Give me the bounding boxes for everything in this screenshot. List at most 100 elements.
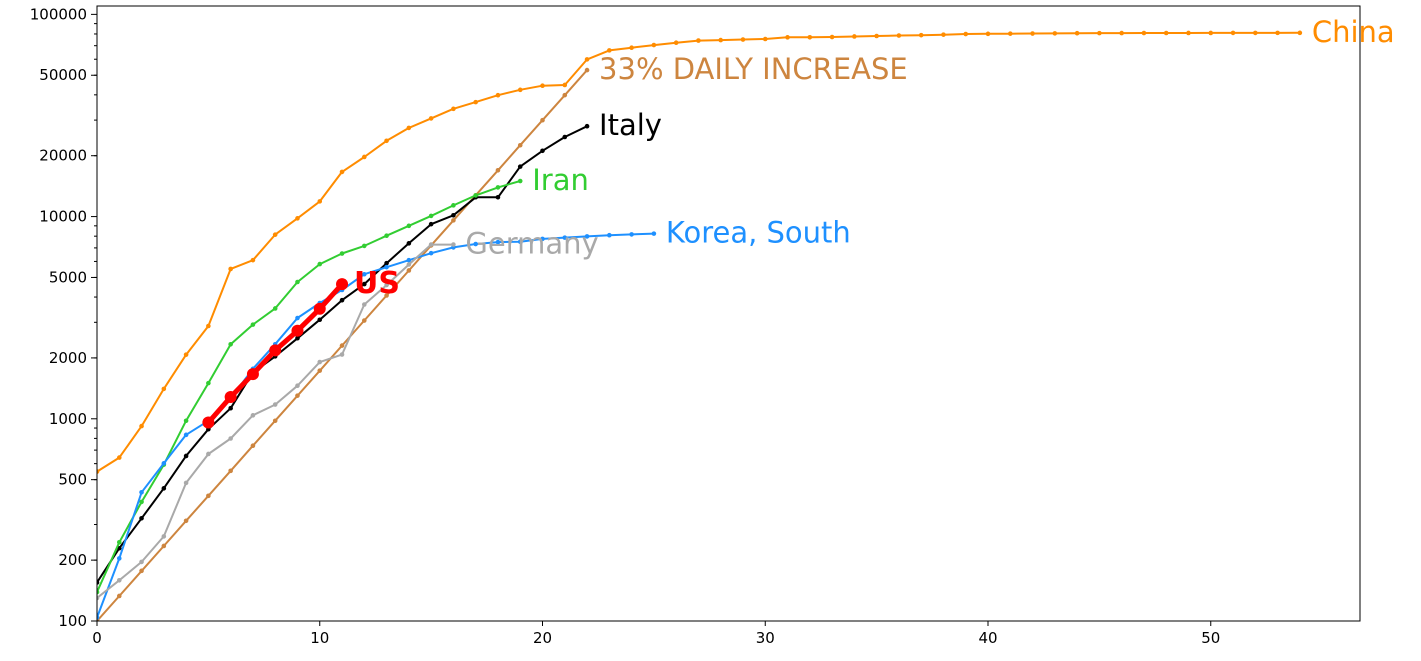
data-point — [718, 37, 724, 43]
data-point — [406, 257, 412, 263]
data-point — [272, 232, 278, 237]
y-tick-label: 500 — [58, 471, 87, 489]
data-point — [584, 67, 590, 73]
data-point — [629, 45, 634, 51]
x-tick-label: 40 — [978, 629, 997, 647]
data-point — [317, 261, 323, 267]
data-point — [97, 469, 100, 474]
data-point — [562, 92, 568, 98]
data-point — [313, 302, 326, 315]
data-point — [1052, 31, 1058, 36]
data-point — [829, 34, 835, 40]
data-point — [139, 516, 144, 521]
data-point — [1230, 30, 1236, 36]
data-point — [607, 48, 612, 53]
data-point — [651, 42, 657, 48]
data-point — [139, 489, 144, 495]
data-point — [206, 451, 211, 457]
data-point — [428, 221, 434, 227]
data-point — [250, 257, 256, 263]
data-point — [406, 241, 412, 246]
data-point — [1074, 30, 1080, 36]
series-label: Italy — [599, 108, 662, 142]
data-point — [161, 534, 167, 539]
data-point — [384, 260, 389, 266]
data-point — [651, 231, 657, 236]
series-italy — [97, 123, 590, 585]
data-point — [406, 125, 412, 131]
data-point — [473, 99, 478, 105]
data-point — [317, 359, 323, 365]
data-point — [451, 242, 456, 247]
data-point — [339, 343, 345, 348]
series-label: Korea, South — [666, 216, 851, 250]
data-point — [517, 142, 523, 148]
data-point — [451, 203, 456, 208]
data-point — [250, 413, 256, 418]
data-point — [246, 368, 259, 381]
axis-layer: 0 10 20 30 40 50 100 200 500 1000 2000 5000 10000 200… — [30, 5, 1221, 647]
data-point — [295, 315, 300, 321]
data-point — [428, 242, 434, 247]
data-point — [562, 235, 568, 240]
data-point — [963, 31, 969, 37]
x-tick-label: 30 — [756, 629, 775, 647]
series-us — [202, 278, 349, 429]
data-point — [1163, 30, 1169, 36]
data-point — [139, 568, 144, 574]
data-point — [495, 185, 501, 190]
data-point — [384, 282, 389, 288]
data-point — [1275, 30, 1280, 36]
data-point — [540, 83, 545, 89]
data-point — [161, 543, 167, 549]
data-point — [428, 116, 434, 121]
data-point — [473, 241, 478, 247]
data-point — [183, 432, 189, 438]
data-point — [1186, 30, 1191, 36]
data-point — [517, 178, 523, 184]
data-point — [295, 335, 300, 341]
data-point — [362, 154, 367, 160]
x-tick-label: 20 — [533, 629, 552, 647]
data-point — [584, 234, 590, 239]
data-point — [116, 540, 122, 545]
data-point — [428, 250, 434, 256]
data-point — [562, 134, 568, 140]
data-point — [339, 169, 345, 175]
x-tick-label: 10 — [310, 629, 329, 647]
y-tick-label: 50000 — [39, 66, 87, 84]
series-germany — [97, 242, 456, 601]
data-point — [362, 318, 367, 323]
data-point — [451, 106, 456, 112]
data-point — [428, 213, 434, 219]
data-point — [1208, 30, 1214, 36]
data-point — [607, 232, 612, 238]
data-point — [97, 595, 100, 601]
data-point — [339, 297, 345, 303]
data-point — [696, 38, 701, 43]
data-point — [272, 402, 278, 407]
data-point — [362, 243, 367, 249]
data-point — [202, 416, 215, 429]
data-point — [540, 117, 545, 123]
data-point — [740, 37, 746, 42]
data-point — [116, 593, 122, 599]
data-point — [540, 148, 545, 154]
data-point — [116, 577, 122, 583]
data-point — [384, 233, 389, 239]
data-point — [1119, 30, 1124, 36]
data-point — [250, 322, 256, 327]
data-point — [224, 391, 237, 404]
data-point — [228, 468, 233, 474]
data-point — [362, 281, 367, 287]
data-point — [250, 443, 256, 449]
data-point — [183, 518, 189, 524]
data-point — [317, 368, 323, 373]
data-point — [629, 232, 634, 237]
y-tick-label: 100 — [58, 612, 87, 630]
series-label: US — [354, 266, 400, 301]
data-point — [339, 352, 345, 357]
series-line — [97, 232, 655, 619]
data-point — [1030, 31, 1035, 36]
data-point — [451, 218, 456, 223]
